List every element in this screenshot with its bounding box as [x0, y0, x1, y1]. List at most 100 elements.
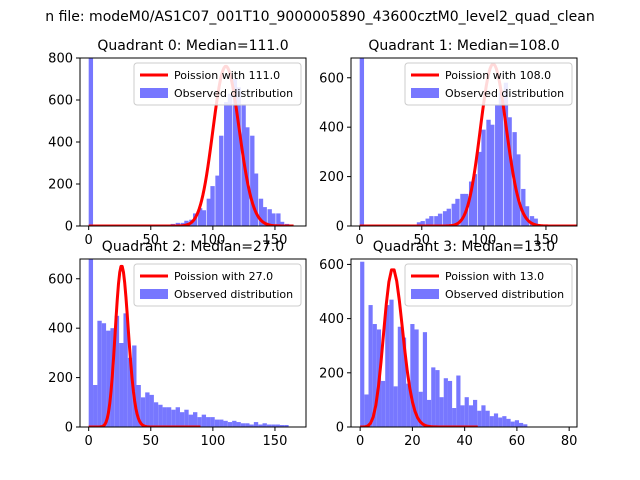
x-tick-label: 50 — [143, 434, 160, 449]
histogram-bar — [510, 421, 515, 427]
histogram-bar — [516, 154, 521, 226]
histogram-bar — [498, 417, 503, 427]
histogram-bar — [481, 129, 486, 226]
histogram-bar — [477, 410, 482, 427]
histogram-bar — [175, 222, 180, 226]
histogram-bar — [493, 413, 499, 427]
y-tick-label: 600 — [48, 272, 73, 287]
histogram-bar — [171, 409, 176, 427]
histogram-bar — [502, 416, 507, 427]
histogram-bar — [401, 337, 407, 427]
x-tick-label: 80 — [561, 434, 578, 449]
histogram-bar — [88, 58, 94, 226]
histogram-bar — [201, 210, 207, 226]
histogram-bar — [184, 220, 189, 226]
histogram-bar — [435, 370, 440, 427]
y-tick-label: 0 — [336, 220, 344, 235]
histogram-bar — [158, 404, 163, 427]
histogram-bar — [219, 135, 224, 226]
x-tick-label: 150 — [263, 233, 288, 248]
legend-box — [404, 62, 573, 106]
histogram-bar — [106, 330, 111, 427]
histogram-bar — [97, 320, 102, 427]
histogram-bar — [266, 424, 272, 427]
histogram-bar — [439, 397, 444, 427]
histogram-bar — [206, 198, 212, 226]
histogram-bar — [498, 92, 504, 226]
histogram-bar — [490, 124, 495, 226]
poisson-curve — [88, 64, 294, 226]
histogram-bar — [162, 407, 167, 427]
histogram-bar — [214, 419, 220, 427]
histogram-bar — [119, 343, 124, 427]
histogram-bar — [521, 188, 526, 226]
histogram-bar — [489, 416, 494, 427]
legend-box — [133, 263, 302, 307]
histogram-bar — [193, 412, 198, 427]
histogram-bar — [114, 315, 120, 427]
legend-bar-label: Observed distribution — [445, 87, 564, 100]
histogram-bar — [451, 203, 456, 226]
histogram-bar — [420, 221, 425, 226]
histogram-bar — [127, 357, 133, 427]
histogram-bar — [389, 299, 394, 427]
histogram-bar — [250, 135, 255, 226]
histogram-bar — [275, 424, 280, 427]
x-tick-label: 0 — [356, 233, 364, 248]
subplot-quadrant-1: 0 50 100 150 0 200 400 600 Quadrant 1: Median=10… — [319, 38, 578, 248]
x-tick-label: 20 — [404, 434, 421, 449]
histogram-bar — [197, 208, 203, 226]
legend-bar-label: Observed distribution — [174, 288, 293, 301]
histogram-bar — [397, 326, 402, 427]
legend-curve-label: Poission with 27.0 — [174, 270, 273, 283]
histogram-bar — [418, 391, 423, 427]
histogram-bar — [523, 424, 528, 427]
histogram-bar — [472, 174, 478, 226]
histogram-bar — [153, 402, 159, 427]
histogram-bar — [88, 259, 94, 427]
plot-area — [88, 58, 294, 226]
x-tick-label: 0 — [85, 233, 93, 248]
histogram-bar — [262, 423, 267, 427]
histogram-bar — [429, 216, 434, 226]
histogram-bar — [175, 407, 180, 427]
y-tick-label: 200 — [319, 170, 344, 185]
histogram-bar — [140, 397, 146, 427]
histogram-bar — [227, 422, 233, 427]
x-tick-label: 50 — [143, 233, 160, 248]
histogram-bar — [434, 216, 439, 226]
legend-box — [404, 263, 573, 307]
histogram-bar — [359, 58, 365, 226]
poisson-curve — [88, 264, 201, 427]
histogram-bar — [197, 417, 202, 427]
legend-box — [133, 62, 302, 106]
histogram-bar — [136, 385, 141, 427]
y-tick-label: 400 — [48, 136, 73, 151]
histogram-bar — [507, 117, 512, 226]
x-tick-label: 40 — [456, 434, 473, 449]
y-tick-label: 400 — [48, 322, 73, 337]
y-tick-label: 600 — [319, 71, 344, 86]
histogram-bar — [431, 367, 436, 427]
histogram-bar — [452, 408, 457, 427]
histogram-bar — [215, 175, 220, 226]
subplot-title: Quadrant 3: Median=13.0 — [373, 239, 555, 255]
histogram-bar — [464, 397, 469, 427]
histogram-bar — [406, 383, 411, 427]
subplot-quadrant-2: 0 50 100 150 0 200 400 600 Quadrant 2: Median=27… — [48, 239, 307, 449]
legend-bar-swatch — [140, 289, 168, 299]
histogram-bar — [447, 380, 453, 427]
histogram-bar — [486, 119, 491, 226]
histogram-bar — [481, 405, 486, 427]
histogram-bar — [368, 305, 373, 427]
histogram-bar — [427, 399, 432, 427]
histogram-bar — [201, 414, 207, 427]
histogram-bar — [236, 87, 241, 226]
histogram-bar — [495, 104, 500, 226]
subplot-title: Quadrant 0: Median=111.0 — [97, 38, 288, 54]
y-tick-label: 200 — [48, 178, 73, 193]
histogram-bar — [245, 423, 250, 427]
histogram-bar — [422, 332, 428, 427]
legend-bar-label: Observed distribution — [445, 288, 564, 301]
